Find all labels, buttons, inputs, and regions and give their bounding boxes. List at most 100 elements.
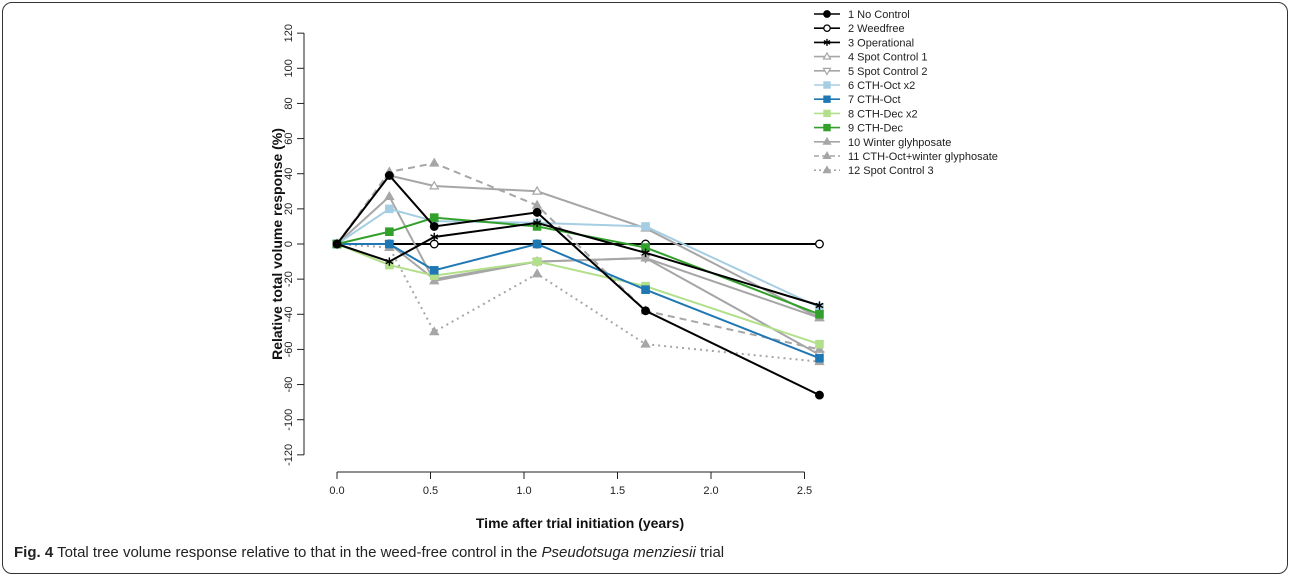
y-tick-label: -120 xyxy=(283,444,295,466)
y-tick-label: 40 xyxy=(283,168,295,180)
data-point xyxy=(823,24,831,33)
chart-series xyxy=(331,157,825,400)
legend-label: 6 CTH-Oct x2 xyxy=(848,80,915,92)
data-point xyxy=(823,10,831,18)
chart-axes: -120 -100 -80 -60 -40 -20 0 20 40 60 80 100 120 0.0 0.… xyxy=(269,24,812,531)
y-tick-label: 20 xyxy=(283,203,295,215)
data-point xyxy=(815,309,824,319)
asterisk-stroke xyxy=(533,220,542,226)
asterisk-stroke xyxy=(385,258,394,265)
y-tick-label: -20 xyxy=(283,271,295,287)
data-point xyxy=(822,151,832,159)
legend-label: 10 Winter glyhposate xyxy=(848,137,951,149)
data-point xyxy=(532,207,542,217)
legend-label: 7 CTH-Oct xyxy=(848,94,901,106)
data-point xyxy=(641,285,650,294)
data-point xyxy=(429,221,439,231)
legend-label: 2 Weedfree xyxy=(848,23,905,35)
legend-entry: 11 CTH-Oct+winter glyphosate xyxy=(814,151,998,163)
caption-species: Pseudotsuga menziesii xyxy=(541,544,696,561)
data-point xyxy=(430,232,439,242)
data-point xyxy=(429,275,440,285)
data-point xyxy=(429,326,440,336)
chart-legend: 1 No Control 2 Weedfree 3 Operational 4 Spo… xyxy=(814,9,998,177)
y-tick-label: -60 xyxy=(283,341,295,357)
legend-entry: 3 Operational xyxy=(814,37,914,49)
y-tick-label: -80 xyxy=(283,377,295,393)
data-point xyxy=(385,227,394,237)
x-axis-title: Time after trial initiation (years) xyxy=(476,515,684,531)
x-tick-label: 2.0 xyxy=(703,485,718,497)
x-tick-label: 1.5 xyxy=(610,485,625,497)
data-point xyxy=(429,266,439,275)
legend-label: 9 CTH-Dec xyxy=(848,123,904,135)
data-point xyxy=(531,185,543,195)
legend-entry: 7 CTH-Oct xyxy=(814,94,901,106)
data-point xyxy=(822,67,832,76)
legend-entry: 2 Weedfree xyxy=(814,23,905,35)
data-point xyxy=(823,38,831,46)
legend-label: 8 CTH-Dec x2 xyxy=(848,108,918,120)
data-point xyxy=(814,343,825,353)
y-tick-label: 0 xyxy=(283,241,295,247)
series-5 xyxy=(331,240,825,361)
legend-entry: 1 No Control xyxy=(814,9,910,21)
series-line xyxy=(336,216,820,316)
asterisk-stroke xyxy=(823,40,831,45)
y-tick-label: -100 xyxy=(283,409,295,431)
series-3 xyxy=(333,218,824,310)
legend-label: 4 Spot Control 1 xyxy=(848,52,928,64)
asterisk-stroke xyxy=(430,234,439,240)
data-point xyxy=(822,51,832,60)
series-1 xyxy=(332,171,824,400)
x-tick-label: 0.5 xyxy=(423,485,438,497)
data-point xyxy=(429,239,439,249)
data-point xyxy=(822,136,832,145)
legend-entry: 12 Spot Control 3 xyxy=(814,165,934,177)
legend-entry: 8 CTH-Dec x2 xyxy=(814,108,918,120)
legend-entry: 4 Spot Control 1 xyxy=(814,52,928,64)
data-point xyxy=(332,239,342,249)
data-point xyxy=(815,301,824,310)
caption-text-end: trial xyxy=(695,544,725,561)
data-point xyxy=(429,157,440,167)
legend-entry: 10 Winter glyhposate xyxy=(814,137,951,149)
y-tick-label: 100 xyxy=(283,59,295,77)
asterisk-stroke xyxy=(641,250,650,256)
legend-entry: 5 Spot Control 2 xyxy=(814,66,928,78)
data-point xyxy=(641,306,650,316)
legend-label: 5 Spot Control 2 xyxy=(848,66,928,78)
legend-label: 11 CTH-Oct+winter glyphosate xyxy=(848,151,998,163)
data-point xyxy=(532,257,542,266)
data-point xyxy=(815,339,824,349)
legend-entry: 9 CTH-Dec xyxy=(814,123,904,135)
y-tick-label: -40 xyxy=(283,306,295,322)
data-point xyxy=(823,109,831,118)
series-line xyxy=(337,242,820,360)
data-point xyxy=(815,390,824,400)
data-point xyxy=(641,222,650,231)
x-tick-label: 0.0 xyxy=(329,485,344,497)
data-point xyxy=(640,252,651,262)
legend-entry: 6 CTH-Oct x2 xyxy=(814,80,915,92)
series-11 xyxy=(331,157,825,353)
series-line xyxy=(336,173,820,397)
data-point xyxy=(384,171,394,180)
series-line xyxy=(336,162,820,351)
data-point xyxy=(385,204,394,214)
x-tick-label: 1.0 xyxy=(516,485,531,497)
data-point xyxy=(823,95,831,103)
caption-fig-label: Fig. 4 xyxy=(14,544,54,561)
y-axis-title: Relative total volume response (%) xyxy=(269,128,285,360)
data-point xyxy=(385,239,394,249)
series-line xyxy=(336,221,820,307)
data-point xyxy=(640,338,651,348)
data-point xyxy=(429,180,440,190)
data-point xyxy=(429,213,439,222)
data-point xyxy=(822,165,832,174)
y-tick-label: 80 xyxy=(283,97,295,109)
data-point xyxy=(532,239,542,249)
data-point xyxy=(533,218,542,228)
data-point xyxy=(385,257,394,266)
series-line xyxy=(336,194,820,319)
